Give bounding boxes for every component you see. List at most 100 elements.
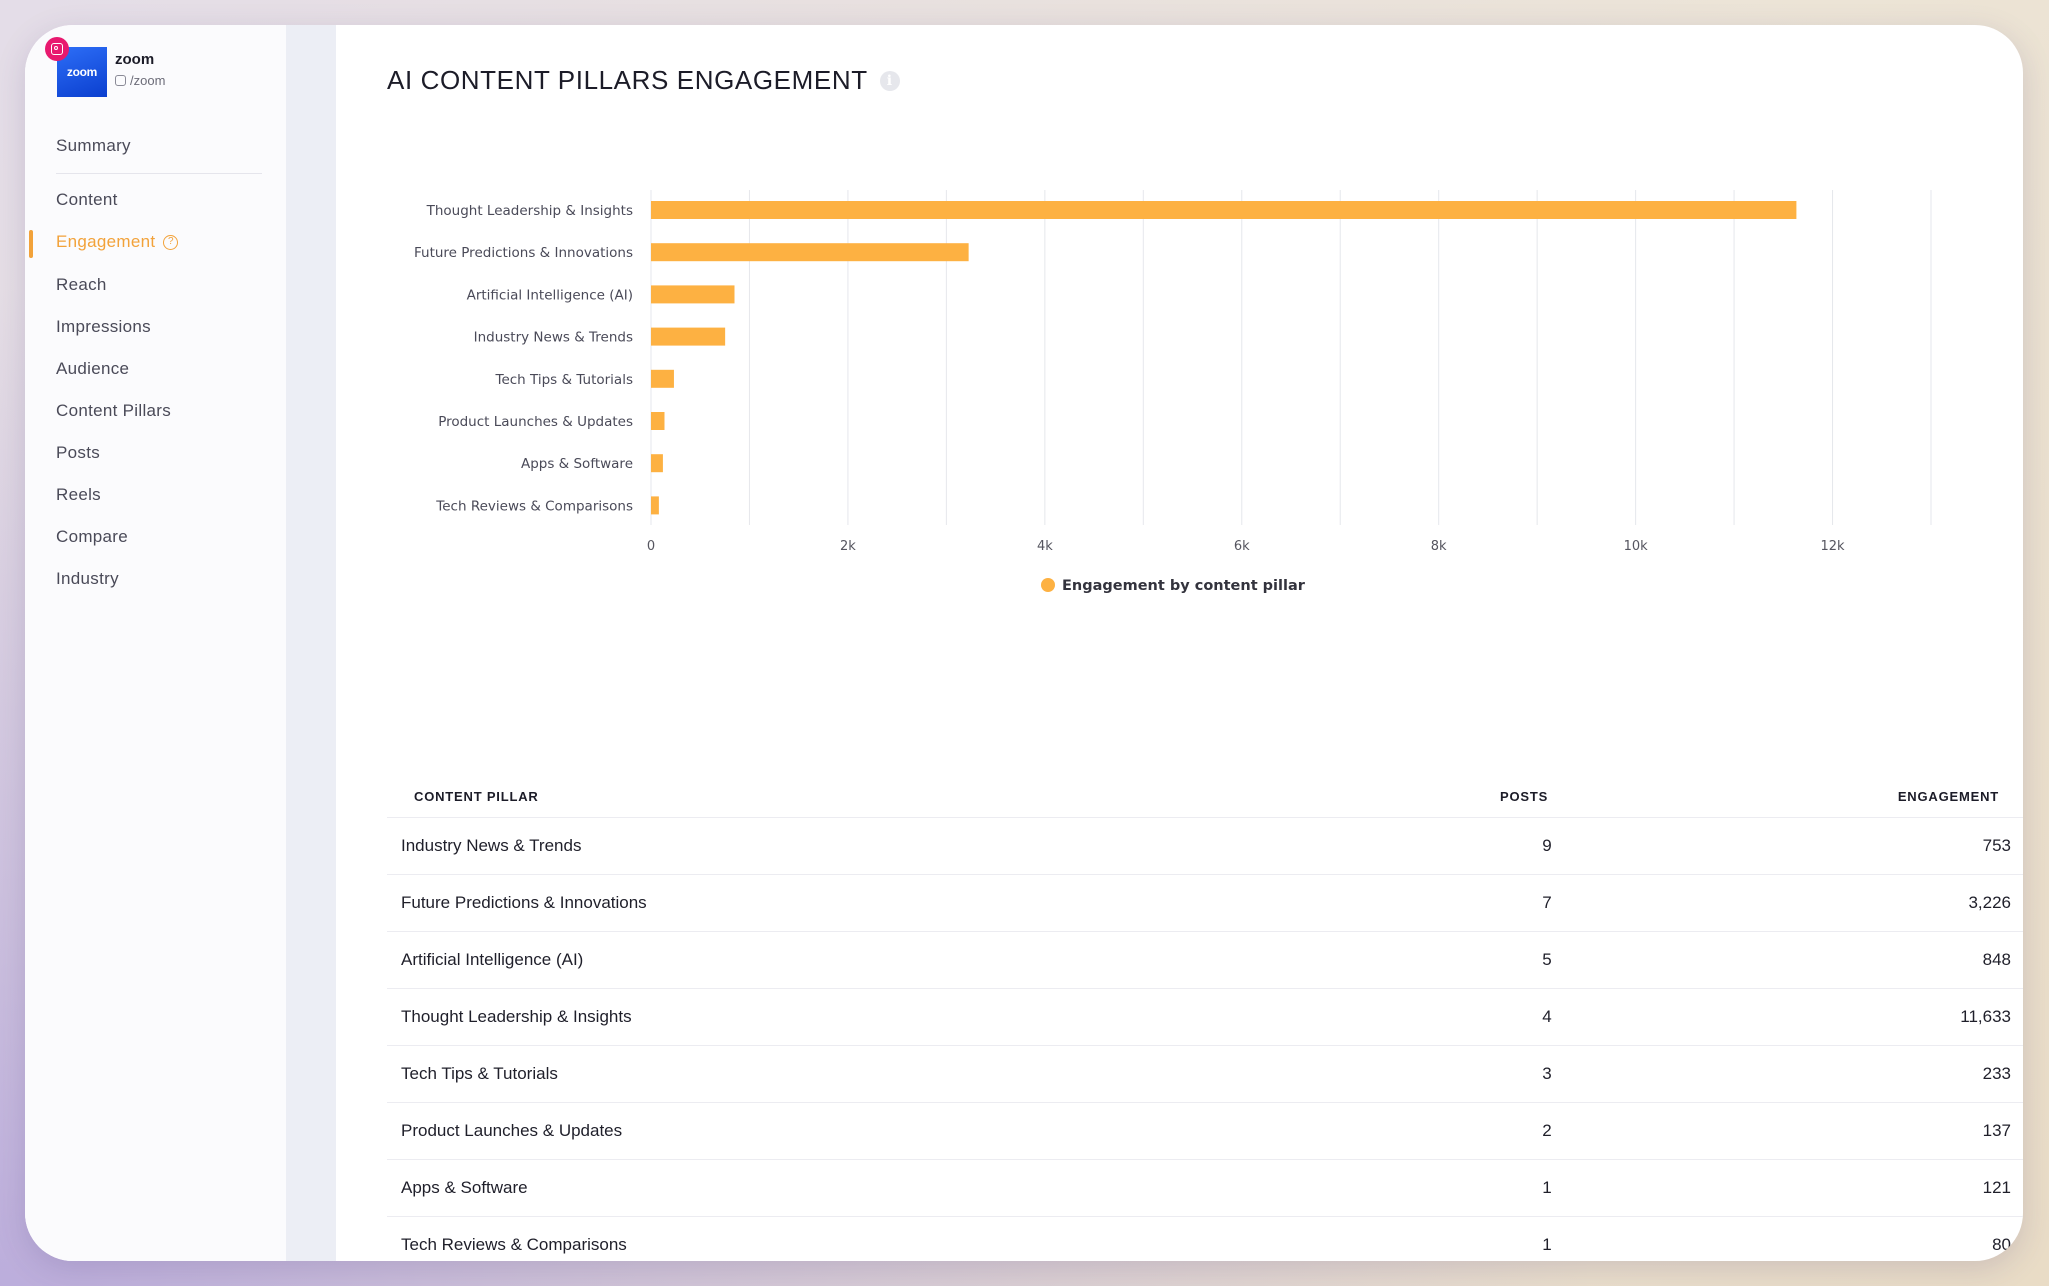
bar[interactable] — [651, 327, 726, 346]
sidebar-item-engagement[interactable]: Engagement ? — [56, 232, 179, 252]
bar[interactable] — [651, 285, 735, 304]
main-panel: AI CONTENT PILLARS ENGAGEMENT i 0 2k 4k 6k 8… — [336, 25, 2023, 1261]
page-title: AI CONTENT PILLARS ENGAGEMENT i — [387, 65, 900, 96]
category-label: Thought Leadership & Insights — [426, 203, 633, 219]
x-tick-label: 4k — [1037, 539, 1053, 554]
category-label: Future Predictions & Innovations — [414, 245, 633, 261]
cell-pillar: Industry News & Trends — [401, 836, 582, 855]
table-row[interactable]: Tech Reviews & Comparisons 1 80 — [387, 1217, 2023, 1261]
cell-engagement: 753 — [1982, 836, 2011, 855]
category-label: Product Launches & Updates — [438, 414, 633, 430]
bar[interactable] — [651, 496, 659, 515]
table-row[interactable]: Product Launches & Updates 2 137 — [387, 1103, 2023, 1160]
cell-engagement: 11,633 — [1960, 1007, 2011, 1026]
cell-pillar: Apps & Software — [401, 1178, 528, 1197]
table-row[interactable]: Future Predictions & Innovations 7 3,226 — [387, 875, 2023, 932]
engagement-bar-chart: 0 2k 4k 6k 8k 10k 12k Thought Leadership & Insi… — [414, 190, 1932, 594]
sidebar-item-reach[interactable]: Reach — [56, 275, 107, 295]
sidebar-item-label: Compare — [56, 527, 129, 546]
profile-handle-text: /zoom — [130, 73, 166, 88]
instagram-icon — [45, 37, 69, 61]
bar[interactable] — [651, 243, 969, 262]
sidebar-item-label: Content — [56, 190, 118, 209]
sidebar-item-label: Industry — [56, 569, 119, 588]
cell-engagement: 137 — [1982, 1121, 2011, 1140]
help-icon[interactable]: ? — [163, 234, 179, 250]
cell-pillar: Product Launches & Updates — [401, 1121, 623, 1140]
cell-pillar: Thought Leadership & Insights — [401, 1007, 632, 1026]
cell-posts: 3 — [1542, 1064, 1552, 1083]
sidebar-item-audience[interactable]: Audience — [56, 359, 129, 379]
category-label: Tech Tips & Tutorials — [495, 372, 634, 388]
active-indicator — [29, 230, 33, 258]
cell-posts: 4 — [1542, 1007, 1552, 1026]
sidebar-item-impressions[interactable]: Impressions — [56, 317, 151, 337]
bar[interactable] — [651, 201, 1797, 219]
app-window: zoom zoom /zoom Summary Content Engageme… — [25, 25, 2023, 1261]
sidebar-item-label: Summary — [56, 136, 131, 155]
page-title-text: AI CONTENT PILLARS ENGAGEMENT — [387, 65, 868, 95]
x-tick-label: 6k — [1234, 539, 1250, 554]
table-row[interactable]: Tech Tips & Tutorials 3 233 — [387, 1046, 2023, 1103]
profile-handle: /zoom — [115, 73, 165, 88]
cell-posts: 9 — [1542, 836, 1552, 855]
nav-divider — [56, 173, 262, 174]
category-label: Apps & Software — [521, 456, 633, 472]
sidebar-item-posts[interactable]: Posts — [56, 443, 100, 463]
cell-posts: 2 — [1542, 1121, 1552, 1140]
sidebar-item-summary[interactable]: Summary — [56, 136, 131, 156]
sidebar-item-label: Posts — [56, 443, 101, 462]
x-tick-label: 8k — [1431, 539, 1447, 554]
profile-name: zoom — [115, 51, 155, 68]
category-label: Industry News & Trends — [474, 330, 633, 346]
x-tick-label: 10k — [1624, 539, 1649, 554]
sidebar-item-label: Impressions — [56, 317, 151, 336]
logo-text: zoom — [66, 65, 98, 79]
header-content-pillar[interactable]: CONTENT PILLAR — [414, 789, 539, 804]
info-icon[interactable]: i — [879, 70, 900, 91]
sidebar-item-compare[interactable]: Compare — [56, 527, 128, 547]
table-header: CONTENT PILLAR POSTS ENGAGEMENT — [387, 755, 2023, 818]
legend-marker — [1041, 578, 1055, 592]
category-label: Artificial Intelligence (AI) — [467, 287, 633, 303]
header-engagement[interactable]: ENGAGEMENT — [1897, 789, 1999, 804]
cell-pillar: Tech Tips & Tutorials — [401, 1064, 558, 1083]
sidebar-item-label: Engagement — [56, 232, 156, 251]
content-gutter — [286, 25, 336, 1261]
instagram-small-icon — [115, 75, 126, 86]
sidebar-item-reels[interactable]: Reels — [56, 485, 101, 505]
sidebar-item-industry[interactable]: Industry — [56, 569, 119, 589]
sidebar-item-label: Reach — [56, 275, 107, 294]
cell-engagement: 233 — [1982, 1064, 2011, 1083]
sidebar-item-content-pillars[interactable]: Content Pillars — [56, 401, 171, 421]
category-label: Tech Reviews & Comparisons — [435, 498, 633, 514]
x-tick-label: 0 — [647, 539, 655, 554]
cell-engagement: 848 — [1982, 950, 2011, 969]
cell-engagement: 121 — [1982, 1178, 2011, 1197]
cell-engagement: 80 — [1992, 1235, 2011, 1254]
cell-pillar: Future Predictions & Innovations — [401, 893, 647, 912]
table-row[interactable]: Artificial Intelligence (AI) 5 848 — [387, 932, 2023, 989]
cell-posts: 1 — [1542, 1235, 1552, 1254]
content-pillar-table: CONTENT PILLAR POSTS ENGAGEMENT Industry… — [387, 755, 2023, 1261]
cell-pillar: Tech Reviews & Comparisons — [401, 1235, 627, 1254]
sidebar-item-label: Audience — [56, 359, 130, 378]
table-row[interactable]: Thought Leadership & Insights 4 11,633 — [387, 989, 2023, 1046]
legend-label[interactable]: Engagement by content pillar — [1062, 578, 1306, 594]
cell-pillar: Artificial Intelligence (AI) — [401, 950, 584, 969]
sidebar-item-content[interactable]: Content — [56, 190, 118, 210]
cell-engagement: 3,226 — [1968, 893, 2011, 912]
table-row[interactable]: Apps & Software 1 121 — [387, 1160, 2023, 1217]
x-tick-label: 2k — [840, 539, 856, 554]
header-posts[interactable]: POSTS — [1500, 789, 1549, 804]
sidebar-item-label: Content Pillars — [56, 401, 172, 420]
table-row[interactable]: Industry News & Trends 9 753 — [387, 818, 2023, 875]
bar[interactable] — [651, 412, 665, 430]
cell-posts: 5 — [1542, 950, 1552, 969]
bar[interactable] — [651, 454, 663, 473]
bar[interactable] — [651, 369, 674, 388]
cell-posts: 1 — [1542, 1178, 1552, 1197]
x-tick-label: 12k — [1820, 539, 1845, 554]
sidebar: zoom zoom /zoom Summary Content Engageme… — [25, 25, 286, 1261]
cell-posts: 7 — [1542, 893, 1552, 912]
